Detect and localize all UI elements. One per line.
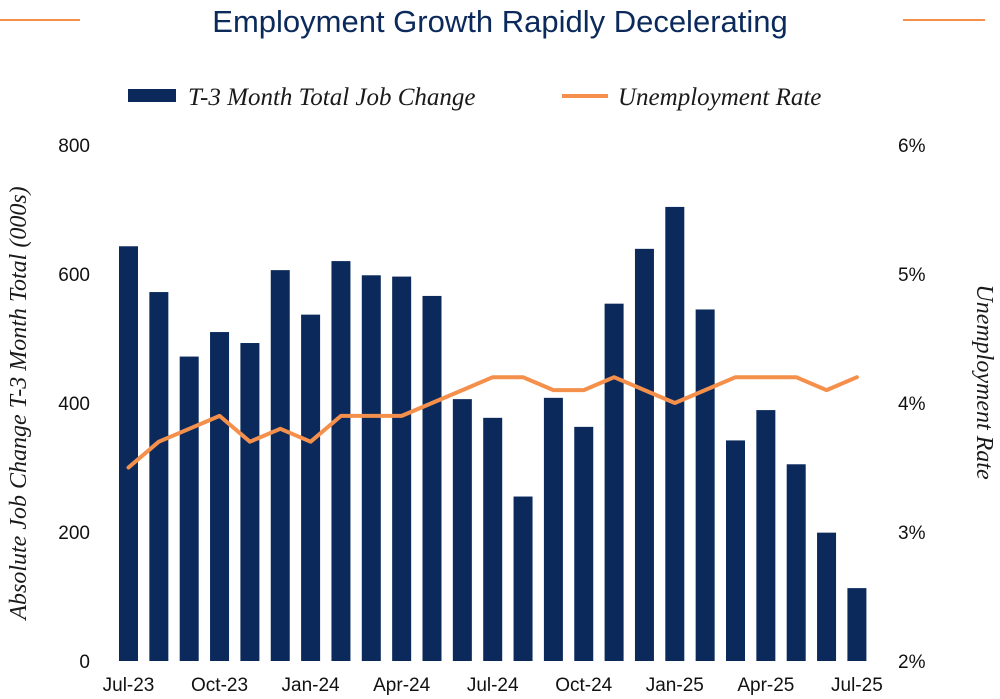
bar [817,532,837,661]
legend-label-bars: T-3 Month Total Job Change [188,84,476,111]
legend: T-3 Month Total Job Change Unemployment … [128,84,821,111]
bar [483,417,503,661]
bar [726,440,745,661]
y-left-tick-label: 0 [79,652,90,673]
y-axis-right-label: Unemployment Rate [971,284,997,480]
unemployment-rate-line [126,375,859,470]
bar [331,261,351,661]
y-right-tick-label: 5% [898,265,926,286]
legend-swatch-bars [128,89,176,102]
x-tick-label: Jan-25 [646,675,704,696]
y-axis-right-ticks: 2% 3% 4% 5% 6% [898,136,926,673]
y-left-tick-label: 400 [58,394,90,415]
bar [422,295,442,661]
y-right-tick-label: 2% [898,652,926,673]
x-tick-label: Apr-25 [737,675,794,696]
bar [361,275,381,661]
bar [240,343,260,661]
x-tick-label: Apr-24 [373,675,430,696]
bar [543,397,563,661]
bar [119,246,138,661]
y-axis-left-label: Absolute Job Change T-3 Month Total (000… [6,186,32,621]
y-left-tick-label: 800 [58,136,90,157]
y-right-tick-label: 6% [898,136,926,157]
bar [513,496,533,661]
x-tick-label: Jul-25 [831,675,883,696]
bar [756,410,776,661]
x-tick-label: Jan-24 [282,675,341,696]
bar [179,356,199,661]
x-tick-label: Jul-24 [467,675,519,696]
x-tick-label: Jul-23 [103,675,155,696]
y-right-tick-label: 3% [898,523,926,544]
x-tick-label: Oct-24 [555,675,612,696]
bar [847,588,867,661]
chart-title: Employment Growth Rapidly Decelerating [212,4,787,39]
y-right-tick-label: 4% [898,394,926,415]
bar [604,303,624,661]
line-series [126,375,859,470]
bar [665,206,685,662]
bar [301,314,321,661]
bar [634,248,654,661]
y-axis-left-ticks: 0 200 400 600 800 [58,136,90,673]
y-left-tick-label: 200 [58,523,90,544]
y-left-tick-label: 600 [58,265,90,286]
bar [149,292,169,661]
bar [270,270,290,661]
x-axis-ticks: Jul-23 Oct-23 Jan-24 Apr-24 Jul-24 Oct-24 Jan-… [103,675,883,696]
bar [695,309,715,661]
bar [392,276,412,661]
bar [210,332,230,661]
bar [786,464,806,661]
bar-series [119,206,867,662]
legend-label-line: Unemployment Rate [618,84,821,111]
x-tick-label: Oct-23 [191,675,248,696]
bar [452,399,472,661]
bar [574,426,594,661]
